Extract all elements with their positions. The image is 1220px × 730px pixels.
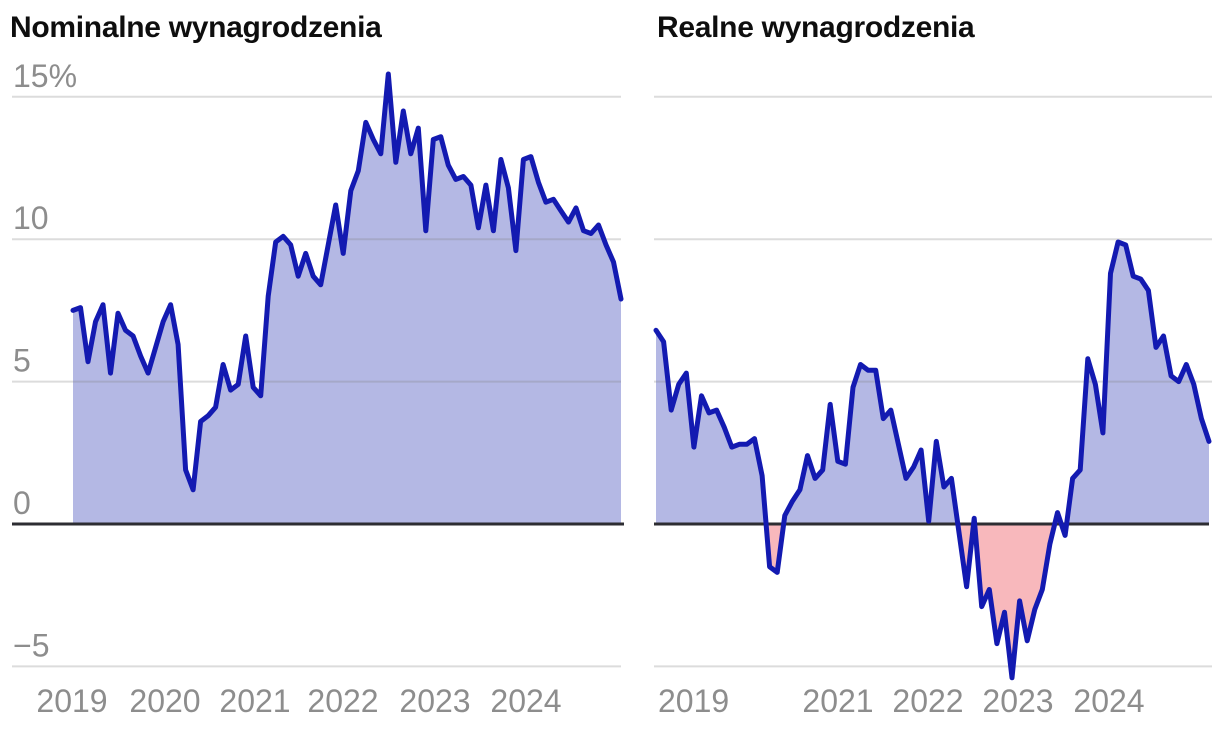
- nominal-data-line: [70, 71, 624, 493]
- x-axis-tick-label: 2024: [490, 683, 561, 719]
- x-axis-tick-label: 2021: [219, 683, 290, 719]
- x-axis-tick-label: 2019: [36, 683, 107, 719]
- y-axis-tick-label: −5: [13, 627, 49, 663]
- y-axis-tick-label: 15%: [13, 58, 77, 94]
- x-axis-tick-label: 2019: [658, 683, 729, 719]
- x-axis-tick-label: 2021: [802, 683, 873, 719]
- x-axis-tick-label: 2022: [892, 683, 963, 719]
- x-axis-tick-label: 2023: [399, 683, 470, 719]
- real-chart-panel: 2019 2021 2022 2023 2024: [653, 95, 1212, 719]
- nominal-chart-title: Nominalne wynagrodzenia: [10, 11, 382, 44]
- y-axis-tick-label: 0: [13, 485, 31, 521]
- real-data-line: [653, 239, 1212, 681]
- x-axis-tick-label: 2024: [1073, 683, 1144, 719]
- nominal-chart-panel: 15% 10 5 0 −5 2019 2020 2021 2022 2023 2024: [12, 58, 624, 719]
- x-axis-tick-label: 2023: [982, 683, 1053, 719]
- real-chart-title: Realne wynagrodzenia: [657, 11, 975, 44]
- area-fill-positive: [73, 74, 621, 524]
- x-axis-tick-label: 2022: [307, 683, 378, 719]
- area-fill-positive: [656, 242, 1209, 524]
- y-axis-tick-label: 5: [13, 343, 31, 379]
- y-axis-tick-label: 10: [13, 200, 49, 236]
- x-axis-tick-label: 2020: [129, 683, 200, 719]
